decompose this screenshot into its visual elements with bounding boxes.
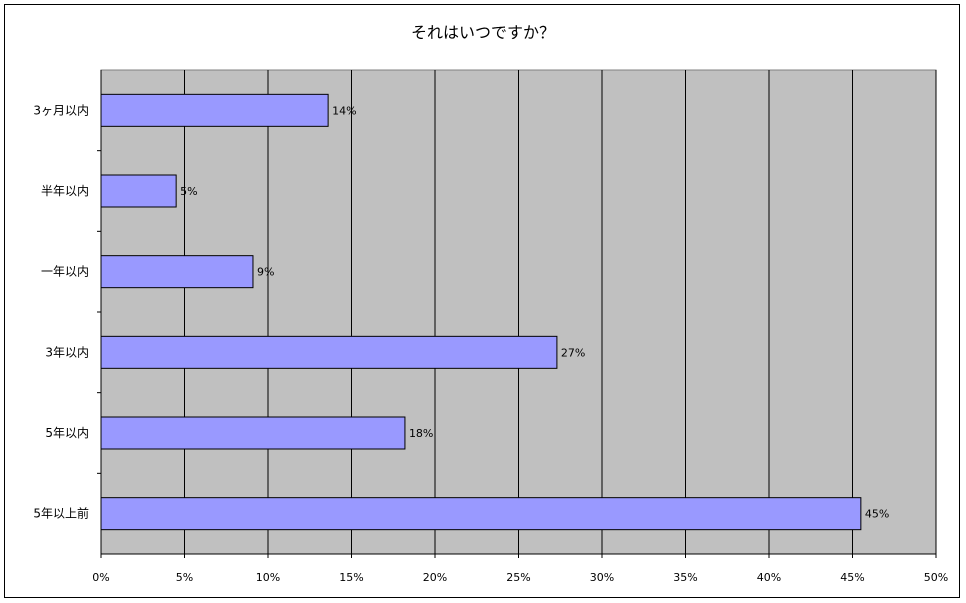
bar [100, 174, 177, 208]
bar [100, 416, 406, 450]
x-tick-label: 5% [176, 571, 193, 584]
data-label: 9% [257, 266, 274, 279]
data-label: 45% [865, 508, 889, 521]
category-label: 5年以内 [45, 426, 89, 440]
data-label: 5% [180, 185, 197, 198]
data-label: 18% [409, 427, 433, 440]
category-label: 5年以上前 [33, 506, 89, 521]
x-tick-label: 45% [840, 571, 864, 584]
plot-area: 0% 5% 10% 15% 20% 25% 30% 35% 40% 45% 50% 3ヶ月以内 14% 半… [33, 69, 948, 584]
x-tick-label: 35% [673, 571, 697, 584]
bar [100, 335, 558, 369]
bar [100, 93, 329, 127]
category-label: 半年以内 [41, 184, 89, 198]
bar [100, 255, 254, 289]
x-tick-label: 25% [506, 571, 530, 584]
x-tick-label: 0% [92, 571, 109, 584]
category-label: 3ヶ月以内 [33, 103, 89, 117]
x-tick-label: 50% [924, 571, 948, 584]
x-tick-label: 40% [757, 571, 781, 584]
chart-title: それはいつですか？ [411, 23, 555, 42]
data-label: 14% [332, 104, 356, 117]
x-tick-label: 15% [339, 571, 363, 584]
bar [100, 497, 862, 531]
category-label: 3年以内 [45, 345, 89, 359]
x-tick-label: 30% [590, 571, 614, 584]
x-tick-label: 10% [256, 571, 280, 584]
category-label: 一年以内 [41, 265, 89, 279]
data-label: 27% [561, 346, 585, 359]
x-tick-label: 20% [423, 571, 447, 584]
